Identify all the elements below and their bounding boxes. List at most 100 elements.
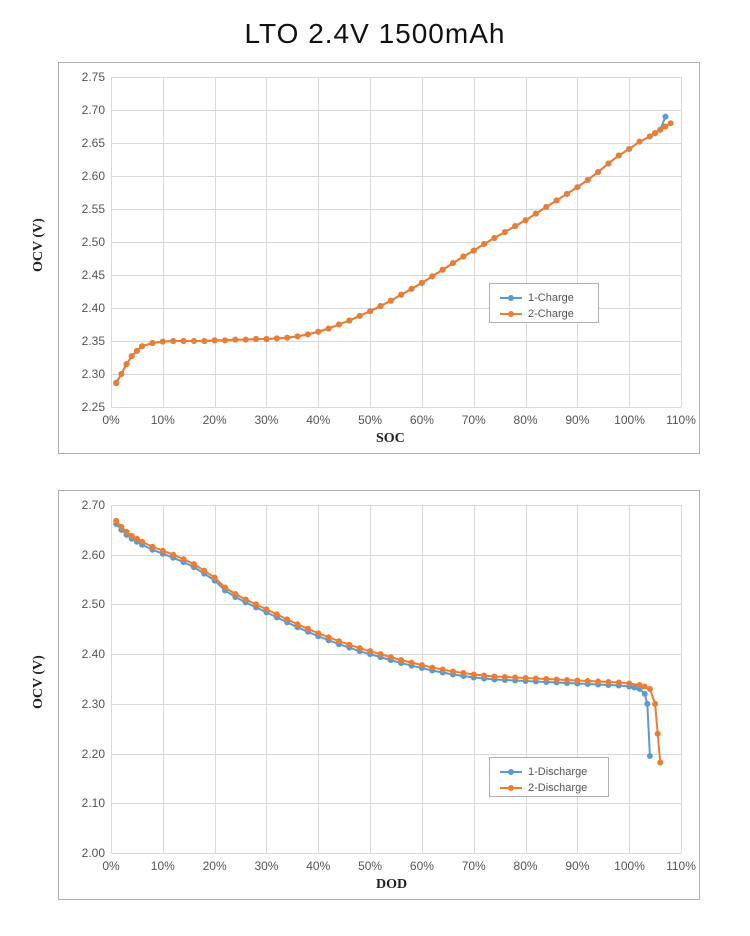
series-marker xyxy=(655,731,661,737)
series-marker xyxy=(222,337,228,343)
series-marker xyxy=(616,679,622,685)
series-marker xyxy=(113,518,119,524)
series-marker xyxy=(605,679,611,685)
series-marker xyxy=(284,616,290,622)
y-tick-label: 2.60 xyxy=(65,548,105,562)
series-marker xyxy=(523,217,529,223)
series-marker xyxy=(460,670,466,676)
legend-item: 1-Discharge xyxy=(500,764,598,780)
x-tick-label: 50% xyxy=(355,859,385,873)
x-tick-label: 90% xyxy=(562,859,592,873)
series-marker xyxy=(124,361,130,367)
series-marker xyxy=(129,353,135,359)
y-axis-label: OCV (V) xyxy=(31,218,47,272)
series-marker xyxy=(440,667,446,673)
series-marker xyxy=(440,267,446,273)
series-marker xyxy=(222,585,228,591)
series-marker xyxy=(595,678,601,684)
y-tick-label: 2.75 xyxy=(65,70,105,84)
x-tick-label: 60% xyxy=(407,859,437,873)
series-marker xyxy=(295,333,301,339)
series-marker xyxy=(595,169,601,175)
series-marker xyxy=(637,139,643,145)
series-marker xyxy=(543,204,549,210)
series-marker xyxy=(253,336,259,342)
series-marker xyxy=(118,524,124,530)
x-tick-label: 30% xyxy=(251,859,281,873)
series-marker xyxy=(644,701,650,707)
x-tick-label: 50% xyxy=(355,413,385,427)
x-axis-label: DOD xyxy=(376,877,407,893)
series-marker xyxy=(305,331,311,337)
series-marker xyxy=(160,548,166,554)
series-marker xyxy=(543,676,549,682)
series-marker xyxy=(471,672,477,678)
series-marker xyxy=(129,533,135,539)
plot-area xyxy=(111,505,681,853)
y-tick-label: 2.10 xyxy=(65,796,105,810)
series-marker xyxy=(605,160,611,166)
series-marker xyxy=(554,197,560,203)
legend-swatch-icon xyxy=(500,309,522,319)
series-marker xyxy=(346,642,352,648)
chart-ocv-vs-soc: 1-Charge2-Charge OCV (V) SOC 2.252.302.3… xyxy=(58,62,700,454)
chart-ocv-vs-dod: 1-Discharge2-Discharge OCV (V) DOD 2.002… xyxy=(58,490,700,900)
series-marker xyxy=(274,611,280,617)
x-axis-label: SOC xyxy=(376,431,405,447)
series-marker xyxy=(134,536,140,542)
y-tick-label: 2.70 xyxy=(65,103,105,117)
y-tick-label: 2.50 xyxy=(65,597,105,611)
x-tick-label: 90% xyxy=(562,413,592,427)
series-marker xyxy=(652,130,658,136)
plot-area xyxy=(111,77,681,407)
y-tick-label: 2.20 xyxy=(65,747,105,761)
series-marker xyxy=(429,273,435,279)
page-title: LTO 2.4V 1500mAh xyxy=(0,18,750,50)
series-marker xyxy=(657,760,663,766)
y-tick-label: 2.40 xyxy=(65,301,105,315)
series-marker xyxy=(642,691,648,697)
series-marker xyxy=(336,638,342,644)
series-marker xyxy=(502,229,508,235)
y-tick-label: 2.30 xyxy=(65,697,105,711)
series-marker xyxy=(429,665,435,671)
series-marker xyxy=(149,340,155,346)
series-marker xyxy=(398,292,404,298)
y-tick-label: 2.00 xyxy=(65,846,105,860)
series-marker xyxy=(523,675,529,681)
series-layer xyxy=(111,77,681,407)
series-marker xyxy=(201,568,207,574)
x-tick-label: 100% xyxy=(614,859,644,873)
series-marker xyxy=(409,286,415,292)
series-marker xyxy=(626,680,632,686)
x-tick-label: 70% xyxy=(459,413,489,427)
x-tick-label: 100% xyxy=(614,413,644,427)
series-marker xyxy=(585,177,591,183)
series-marker xyxy=(232,337,238,343)
series-marker xyxy=(626,146,632,152)
series-marker xyxy=(118,371,124,377)
x-tick-label: 0% xyxy=(96,413,126,427)
series-marker xyxy=(160,339,166,345)
series-marker xyxy=(367,308,373,314)
series-marker xyxy=(357,313,363,319)
series-marker xyxy=(181,556,187,562)
page: { "page": { "width": 750, "height": 936,… xyxy=(0,0,750,936)
series-marker xyxy=(585,678,591,684)
series-marker xyxy=(134,348,140,354)
series-marker xyxy=(657,127,663,133)
series-marker xyxy=(642,683,648,689)
legend-swatch-icon xyxy=(500,293,522,303)
series-marker xyxy=(326,325,332,331)
series-marker xyxy=(305,626,311,632)
x-tick-label: 0% xyxy=(96,859,126,873)
series-marker xyxy=(191,561,197,567)
series-marker xyxy=(491,674,497,680)
series-marker xyxy=(616,153,622,159)
series-marker xyxy=(191,338,197,344)
series-marker xyxy=(253,601,259,607)
legend: 1-Discharge2-Discharge xyxy=(489,757,609,797)
x-tick-label: 70% xyxy=(459,859,489,873)
series-marker xyxy=(533,211,539,217)
series-marker xyxy=(533,676,539,682)
